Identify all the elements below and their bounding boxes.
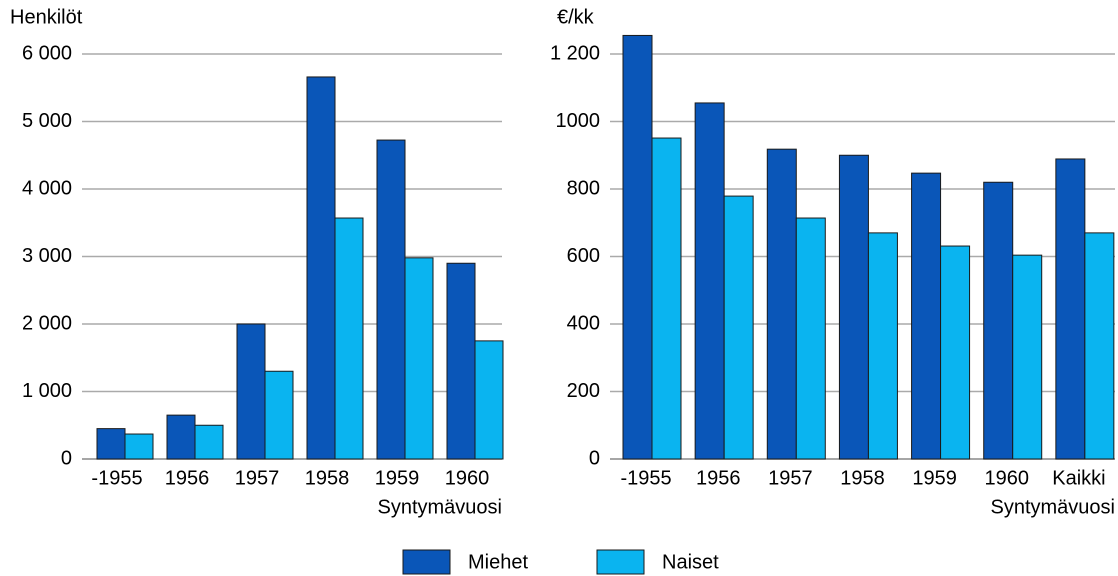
x-tick-label: 1960	[445, 467, 490, 489]
y-tick-label: 5 000	[22, 110, 72, 132]
y-tick-label: 4 000	[22, 177, 72, 199]
x-tick-label: 1960	[985, 467, 1030, 489]
y-tick-label: 600	[567, 245, 600, 267]
x-tick-label: 1959	[375, 467, 420, 489]
bar	[694, 102, 725, 460]
bar	[622, 34, 653, 460]
bar	[124, 433, 154, 460]
y-tick-label: 3 000	[22, 245, 72, 267]
bar	[306, 76, 336, 460]
x-tick-label: 1957	[768, 467, 813, 489]
bar	[651, 137, 682, 460]
x-tick-label: -1955	[620, 467, 671, 489]
y-axis-label: Henkilöt	[10, 6, 83, 28]
y-tick-label: 0	[61, 447, 72, 469]
bar	[867, 232, 898, 460]
x-tick-label: 1958	[840, 467, 885, 489]
bar	[766, 148, 797, 460]
x-tick-label: 1956	[696, 467, 741, 489]
bar	[723, 195, 754, 460]
y-tick-label: 6 000	[22, 42, 72, 64]
y-tick-label: 1 000	[22, 380, 72, 402]
legend-label: Miehet	[468, 551, 528, 573]
y-tick-label: 1000	[556, 110, 601, 132]
x-tick-label: 1958	[305, 467, 350, 489]
x-tick-label: 1957	[235, 467, 280, 489]
bar	[474, 340, 504, 460]
bar	[376, 139, 406, 460]
bar	[236, 323, 266, 460]
bar	[1055, 158, 1086, 460]
bar	[911, 172, 942, 460]
x-tick-label: Kaikki	[1052, 467, 1105, 489]
bar	[194, 424, 224, 460]
y-tick-label: 200	[567, 380, 600, 402]
bar	[166, 414, 196, 460]
bar	[404, 257, 434, 460]
bar	[264, 370, 294, 460]
y-tick-label: 800	[567, 177, 600, 199]
bar	[983, 181, 1014, 460]
bar	[96, 428, 126, 460]
legend-swatch	[402, 549, 451, 575]
bar	[1012, 254, 1043, 460]
legend-swatch	[596, 549, 645, 575]
y-tick-label: 400	[567, 312, 600, 334]
y-tick-label: 2 000	[22, 312, 72, 334]
bar	[838, 154, 869, 460]
x-tick-label: 1956	[165, 467, 210, 489]
bar	[446, 262, 476, 460]
x-axis-label: Syntymävuosi	[991, 496, 1116, 518]
legend-label: Naiset	[662, 551, 719, 573]
x-tick-label: 1959	[912, 467, 957, 489]
y-tick-label: 0	[589, 447, 600, 469]
x-tick-label: -1955	[91, 467, 142, 489]
bar	[1084, 232, 1115, 460]
x-axis-label: Syntymävuosi	[378, 496, 503, 518]
bar	[334, 217, 364, 460]
y-axis-label: €/kk	[557, 6, 595, 28]
y-tick-label: 1 200	[550, 42, 600, 64]
bar	[795, 217, 826, 460]
bar	[940, 245, 971, 460]
